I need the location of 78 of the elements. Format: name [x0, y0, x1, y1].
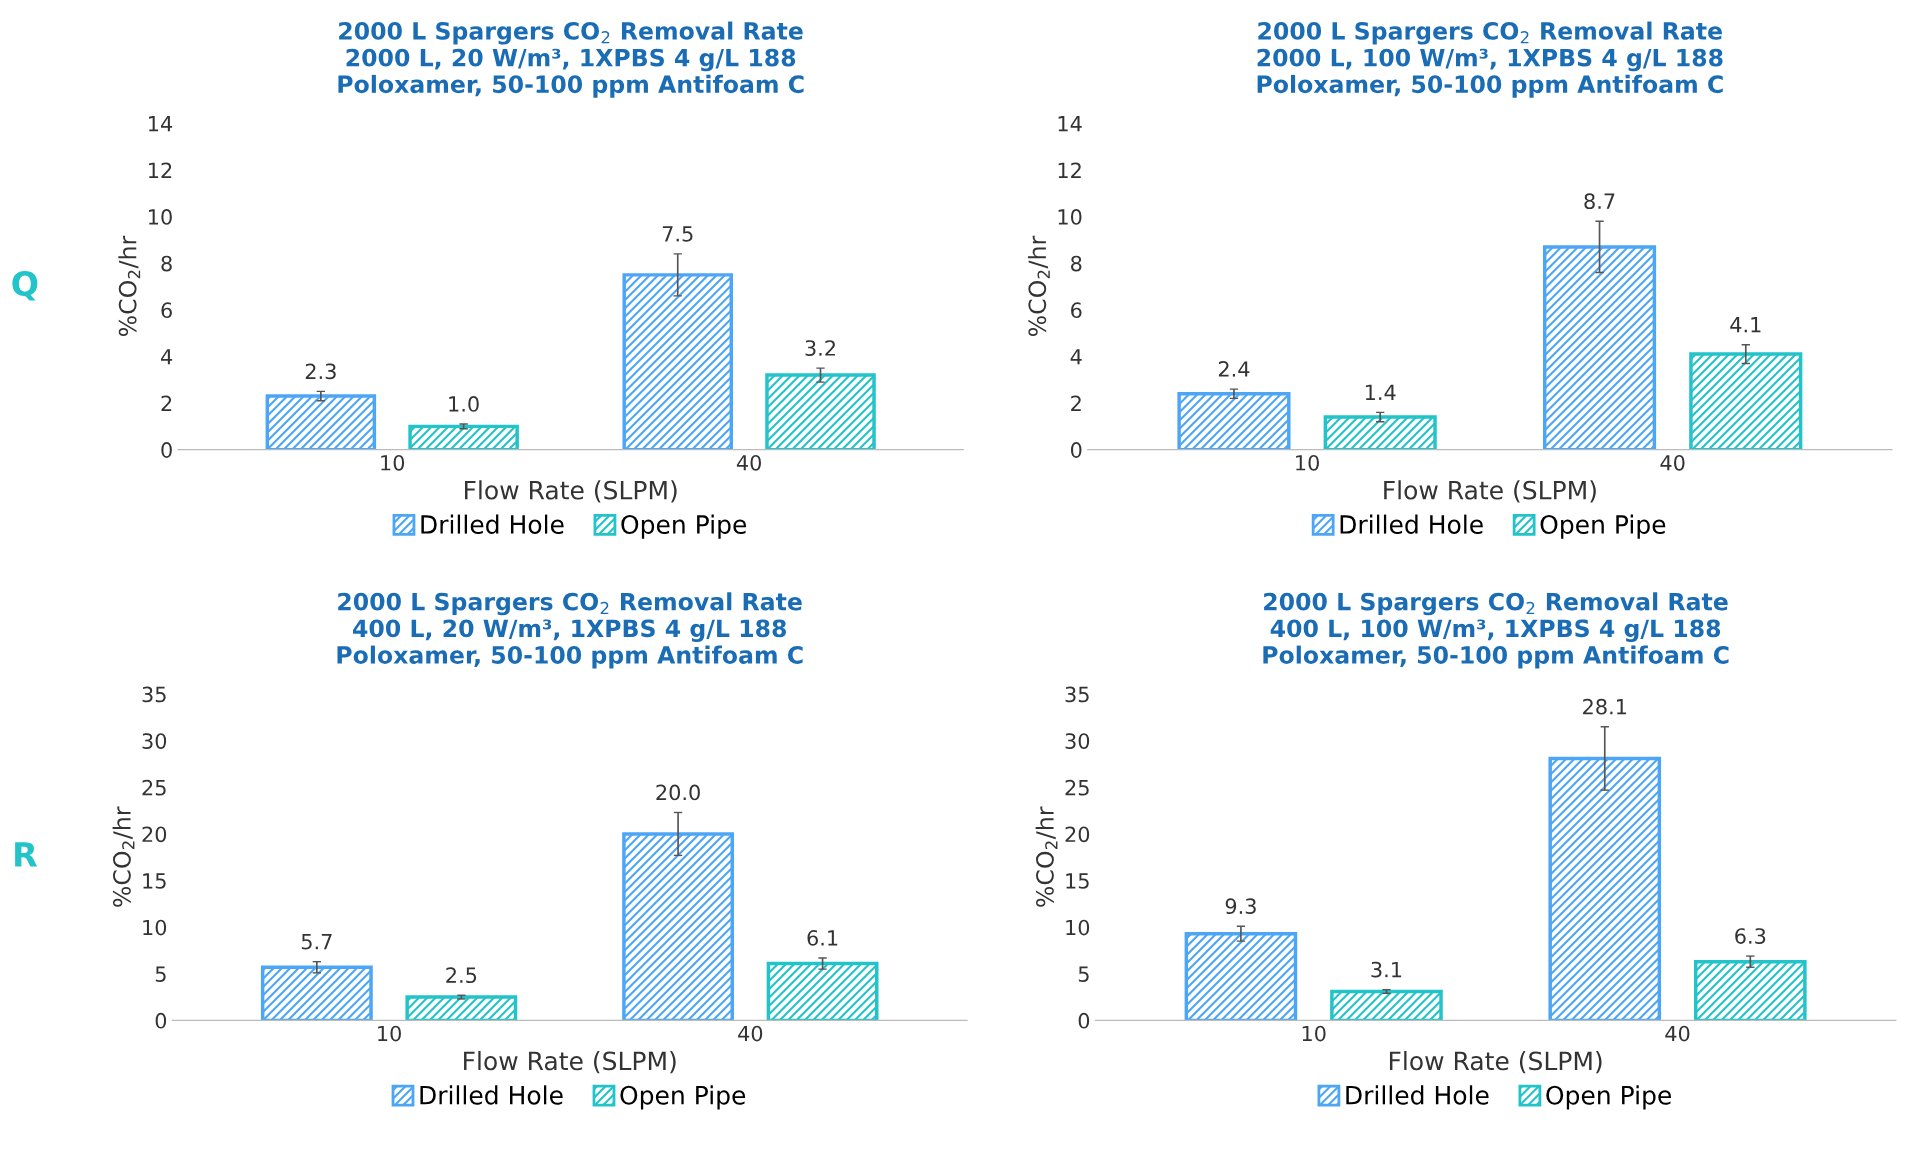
y-tick-label: 6: [1071, 302, 1082, 319]
y-tick-label: 8: [1071, 255, 1082, 272]
y-axis-title: %CO$_{2}$/hr: [112, 806, 135, 907]
y-axis-title: %CO$_{2}$/hr: [1035, 806, 1058, 907]
x-tick-label: 40: [736, 454, 761, 471]
y-tick-label: 20: [142, 826, 167, 843]
y-tick-label: 10: [149, 209, 172, 225]
x-tick-label: 40: [1665, 1025, 1690, 1042]
legend-label: Drilled Hole: [421, 514, 564, 534]
data-label: 5.7: [301, 933, 332, 950]
x-axis-title: Flow Rate (SLPM): [464, 1050, 676, 1074]
y-tick-label: 4: [161, 349, 173, 365]
legend-label: Open Pipe: [620, 1085, 746, 1110]
y-tick-label: 30: [142, 733, 167, 749]
x-tick-label: 40: [738, 1025, 763, 1042]
y-tick-label: 35: [1065, 686, 1089, 703]
x-tick-label: 10: [1296, 454, 1319, 471]
legend-label: Drilled Hole: [1346, 1085, 1489, 1105]
data-label: 1.4: [1365, 384, 1396, 400]
y-tick-label: 25: [1065, 779, 1089, 796]
y-tick-label: 15: [143, 873, 166, 889]
data-label: 1.0: [449, 396, 479, 412]
x-tick-label: 10: [378, 1025, 401, 1042]
chart-title: 2000 L Spargers CO$_{2}$ Removal Rate 400 L, 100 W/m³, 1XPBS 4 g/L 188 Poloxamer, 50-100 ppm Antifoam C: [1263, 592, 1729, 669]
chart-title: 2000 L Spargers CO$_{2}$ Removal Rate 400 L, 20 W/m³, 1XPBS 4 g/L 188 Poloxamer, 50-100 ppm Antifoam C: [337, 592, 803, 669]
data-label: 6.1: [807, 929, 838, 946]
data-label: 2.5: [446, 967, 477, 984]
text: R: [15, 842, 38, 867]
y-tick-label: 30: [1065, 733, 1090, 749]
x-axis-title: Flow Rate (SLPM): [465, 480, 677, 503]
data-label: 9.3: [1225, 898, 1256, 915]
y-tick-label: 5: [1078, 966, 1089, 982]
y-tick-label: 4: [1070, 349, 1082, 365]
y-axis-title: %CO$_{2}$/hr: [118, 235, 141, 336]
legend-label: Drilled Hole: [420, 1085, 563, 1105]
y-tick-label: 6: [161, 302, 172, 319]
y-tick-label: 8: [161, 255, 172, 272]
data-label: 8.7: [1584, 193, 1615, 210]
data-label: 20.0: [656, 784, 700, 801]
y-tick-label: 10: [143, 919, 167, 936]
chart-title: 2000 L Spargers CO$_{2}$ Removal Rate 2000 L, 20 W/m³, 1XPBS 4 g/L 188 Poloxamer, 50-100 ppm Antifoam C: [338, 21, 804, 98]
data-label: 3.1: [1371, 961, 1402, 978]
x-tick-label: 10: [381, 454, 405, 471]
y-tick-label: 35: [142, 686, 166, 703]
y-tick-label: 20: [1065, 826, 1090, 843]
y-tick-label: 10: [1058, 209, 1082, 225]
y-tick-label: 0: [155, 1012, 167, 1029]
y-tick-label: 15: [1066, 873, 1089, 889]
y-tick-label: 12: [1058, 162, 1081, 178]
legend-label: Open Pipe: [621, 514, 747, 539]
y-tick-label: 12: [149, 162, 172, 178]
x-axis-title: Flow Rate (SLPM): [1389, 1050, 1602, 1074]
y-tick-label: 2: [161, 395, 172, 411]
data-label: 4.1: [1730, 317, 1761, 333]
legend-label: Drilled Hole: [1340, 514, 1483, 534]
data-label: 6.3: [1735, 928, 1766, 944]
data-label: 3.2: [805, 340, 835, 356]
y-tick-label: 10: [1066, 919, 1090, 936]
y-tick-label: 14: [149, 116, 173, 132]
legend-label: Open Pipe: [1546, 1085, 1671, 1110]
y-tick-label: 0: [1070, 442, 1082, 458]
y-tick-label: 5: [155, 966, 166, 982]
x-axis-title: Flow Rate (SLPM): [1384, 480, 1596, 503]
x-tick-label: 40: [1660, 454, 1685, 471]
text: Q: [12, 270, 38, 301]
y-tick-label: 25: [142, 779, 166, 796]
data-label: 2.3: [305, 363, 336, 380]
x-tick-label: 10: [1302, 1025, 1326, 1042]
data-label: 2.4: [1218, 361, 1250, 377]
y-tick-label: 0: [1078, 1012, 1090, 1029]
y-tick-label: 14: [1058, 116, 1082, 132]
data-label: 7.5: [662, 226, 693, 242]
y-tick-label: 0: [161, 442, 172, 458]
legend-label: Open Pipe: [1540, 514, 1666, 539]
data-label: 28.1: [1583, 698, 1627, 715]
chart-title: 2000 L Spargers CO$_{2}$ Removal Rate 2000 L, 100 W/m³, 1XPBS 4 g/L 188 Poloxamer, 50-100 ppm Antifoam C: [1257, 21, 1723, 98]
y-axis-title: %CO$_{2}$/hr: [1027, 235, 1050, 336]
y-tick-label: 2: [1071, 395, 1081, 411]
